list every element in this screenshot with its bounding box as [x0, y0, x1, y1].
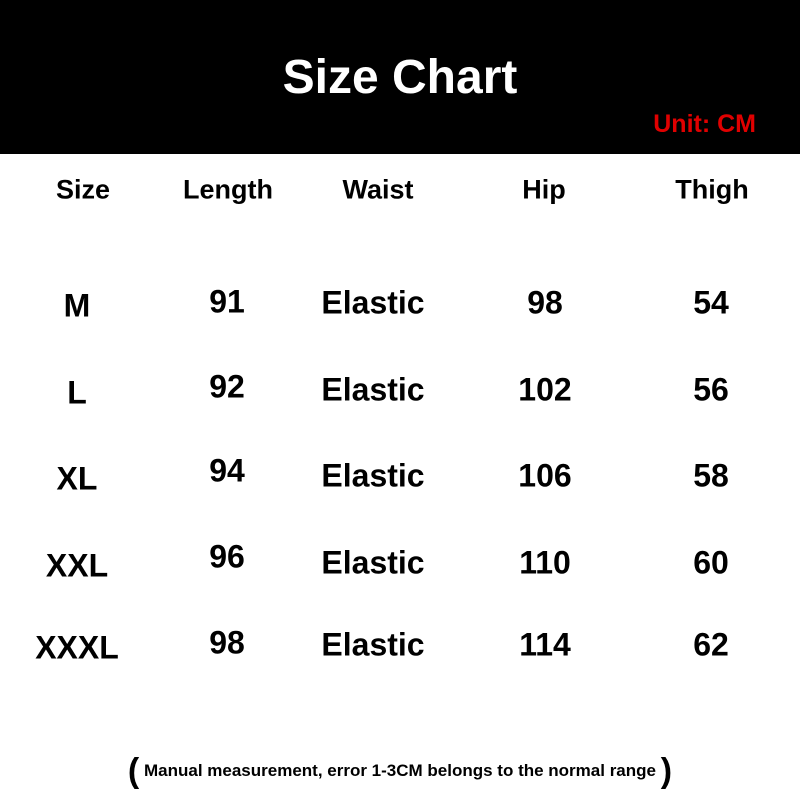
table-cell-length: 96: [209, 538, 245, 575]
table-cell-thigh: 58: [693, 457, 729, 494]
table-cell-size: M: [63, 287, 91, 324]
table-cell-length: 91: [209, 283, 245, 320]
table-cell-size: XL: [56, 460, 98, 497]
table-cell-waist: Elastic: [321, 371, 425, 408]
column-header-length: Length: [183, 174, 273, 205]
table-cell-size: L: [67, 374, 87, 411]
table-cell-waist: Elastic: [321, 544, 425, 581]
table-cell-length: 98: [209, 624, 245, 661]
table-cell-thigh: 62: [693, 626, 729, 663]
table-cell-thigh: 54: [693, 284, 729, 321]
column-header-hip: Hip: [522, 174, 566, 205]
open-paren: (: [127, 752, 140, 790]
column-header-waist: Waist: [342, 174, 414, 205]
column-header-thigh: Thigh: [675, 174, 749, 205]
header-bar: [0, 0, 800, 154]
column-header-size: Size: [55, 174, 111, 205]
table-cell-size: XXXL: [35, 629, 119, 666]
table-cell-thigh: 60: [693, 544, 729, 581]
table-cell-size: XXL: [45, 547, 109, 584]
close-paren: ): [660, 752, 673, 790]
table-cell-hip: 110: [519, 544, 571, 581]
table-cell-hip: 106: [518, 457, 572, 494]
footer-note: ( Manual measurement, error 1-3CM belong…: [0, 752, 800, 791]
footer-text: Manual measurement, error 1-3CM belongs …: [143, 761, 656, 780]
table-cell-waist: Elastic: [321, 457, 425, 494]
unit-label: Unit: CM: [653, 110, 756, 138]
table-cell-hip: 102: [518, 371, 572, 408]
table-cell-waist: Elastic: [321, 284, 425, 321]
table-cell-waist: Elastic: [321, 626, 425, 663]
table-cell-length: 92: [209, 368, 245, 405]
table-cell-thigh: 56: [693, 371, 729, 408]
table-cell-length: 94: [209, 452, 245, 489]
table-cell-hip: 98: [527, 284, 563, 321]
table-cell-hip: 114: [519, 626, 571, 663]
page-title: Size Chart: [282, 51, 518, 104]
